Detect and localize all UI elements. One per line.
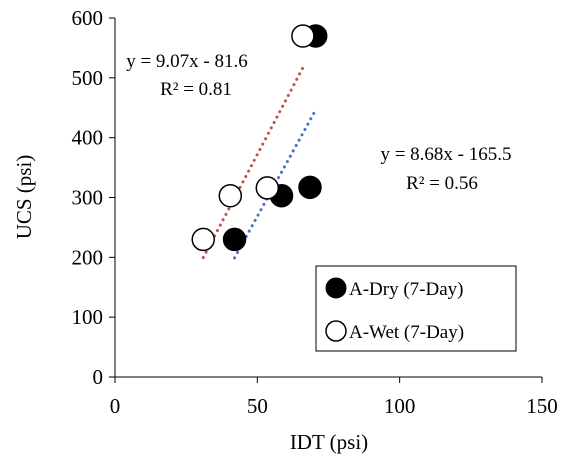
x-tick-label: 0	[110, 394, 121, 418]
y-tick-label: 200	[72, 245, 104, 269]
data-point-wet	[255, 176, 280, 200]
y-tick-label: 300	[72, 186, 104, 210]
data-point-wet	[291, 24, 315, 48]
data-point-dry	[298, 175, 322, 200]
x-tick-label: 150	[526, 394, 558, 418]
legend-label-wet: A-Wet (7-Day)	[349, 322, 464, 343]
trendline-wet	[201, 66, 305, 260]
y-tick-label: 100	[72, 305, 104, 329]
trendline-equation-wet: y = 9.07x - 81.6	[126, 51, 248, 72]
legend-label-dry: A-Dry (7-Day)	[349, 279, 463, 300]
y-tick-label: 0	[93, 365, 104, 389]
x-tick-label: 50	[247, 394, 268, 418]
y-tick-label: 500	[72, 66, 104, 90]
y-tick-label: 400	[72, 126, 104, 150]
legend-marker-wet	[325, 320, 347, 342]
data-points	[191, 24, 328, 252]
legend-marker-dry	[325, 277, 347, 299]
trendline-equation-dry: y = 8.68x - 165.5	[380, 144, 511, 165]
y-axis-title: UCS (psi)	[12, 155, 36, 240]
axes: 0 100 200 300 400 500 600 0 50 100 150	[72, 6, 558, 418]
data-point-dry	[222, 227, 247, 252]
y-tick-label: 600	[72, 6, 104, 30]
data-point-wet	[218, 183, 243, 208]
legend: A-Dry (7-Day) A-Wet (7-Day)	[315, 265, 517, 352]
trendline-r2-wet: R² = 0.81	[160, 79, 232, 100]
trendline-r2-dry: R² = 0.56	[406, 173, 478, 194]
legend-box	[315, 265, 517, 352]
x-axis-title: IDT (psi)	[290, 430, 368, 454]
x-tick-label: 100	[384, 394, 416, 418]
data-point-wet	[191, 227, 215, 252]
